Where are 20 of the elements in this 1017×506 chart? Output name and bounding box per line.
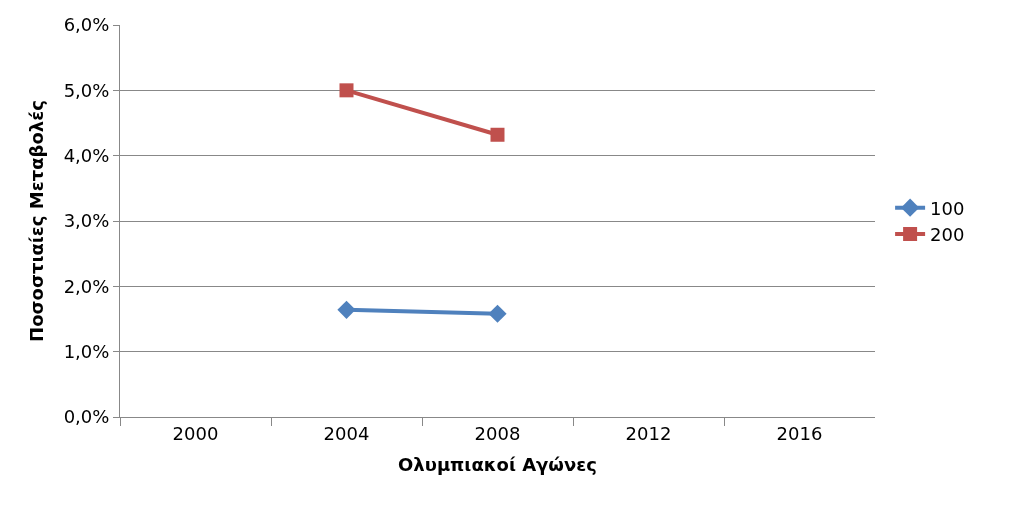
x-tick-label: 2016 [776, 422, 823, 444]
y-axis-title: Ποσοστιαίες Μεταβολές [25, 100, 47, 342]
x-tick-label: 2004 [323, 422, 370, 444]
y-tick-label: 0,0% [63, 406, 110, 428]
legend-label: 200 [930, 224, 965, 246]
y-tick-label: 3,0% [63, 210, 110, 232]
x-tick-label: 2008 [474, 422, 521, 444]
legend-label: 100 [930, 197, 965, 219]
y-tick-label: 1,0% [63, 340, 110, 362]
y-tick-label: 2,0% [63, 275, 110, 297]
y-tick-label: 5,0% [63, 79, 110, 101]
y-tick-label: 6,0% [63, 14, 110, 36]
x-axis-title: Ολυμπιακοί Αγώνες [398, 453, 597, 475]
x-tick-label: 2012 [625, 422, 672, 444]
point [488, 304, 507, 323]
x-tick-label: 2000 [172, 422, 219, 444]
y-tick-label: 4,0% [63, 144, 110, 166]
point [490, 127, 505, 142]
point [337, 300, 356, 319]
point [339, 83, 354, 98]
